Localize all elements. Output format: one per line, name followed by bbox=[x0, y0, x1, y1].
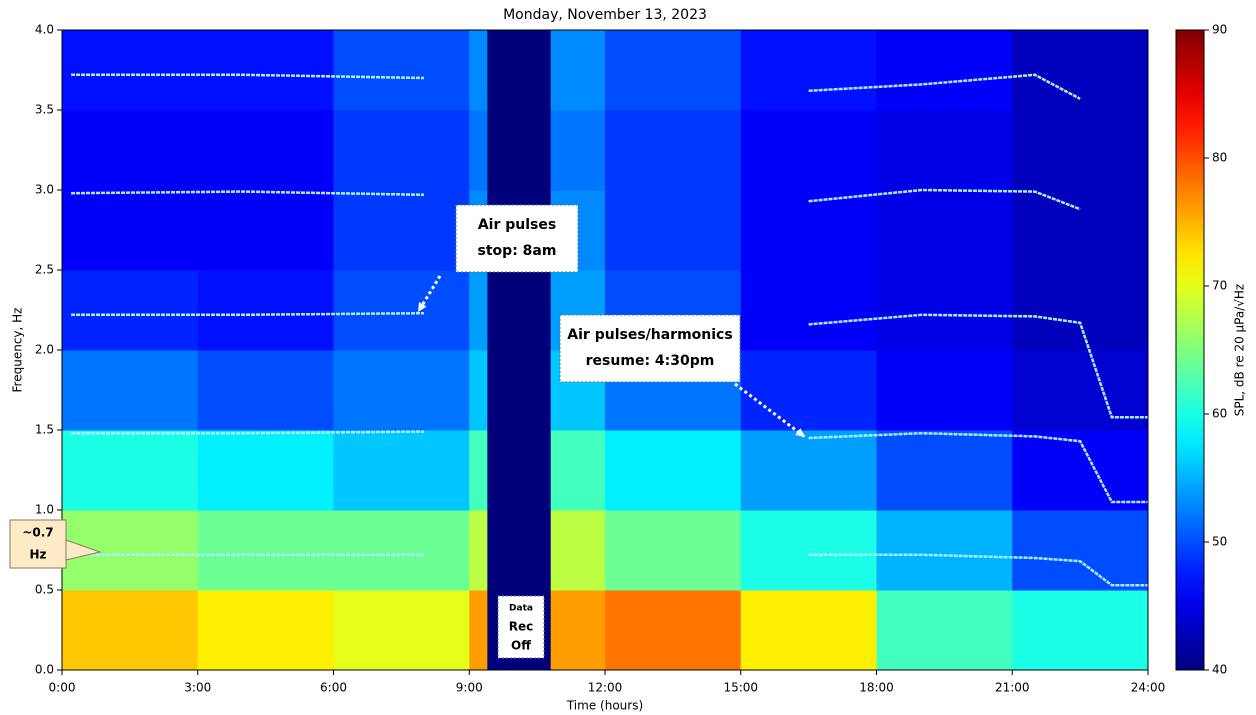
annotation-text: Rec bbox=[509, 620, 534, 634]
heat-cell bbox=[877, 30, 1013, 111]
colorbar-tick-label: 70 bbox=[1212, 279, 1227, 293]
heat-cell bbox=[334, 590, 470, 671]
heat-cell bbox=[1012, 190, 1148, 271]
heat-cell bbox=[334, 510, 470, 591]
heat-cell bbox=[198, 30, 334, 111]
heat-cell bbox=[877, 110, 1013, 191]
y-tick-label: 2.5 bbox=[35, 263, 54, 277]
x-tick-label: 0:00 bbox=[49, 681, 76, 695]
x-tick-label: 21:00 bbox=[995, 681, 1030, 695]
colorbar-tick-label: 80 bbox=[1212, 151, 1227, 165]
heat-cell bbox=[334, 190, 470, 271]
annotation-text: Air pulses/harmonics bbox=[567, 327, 732, 343]
y-tick-label: 4.0 bbox=[35, 23, 54, 37]
heat-cell bbox=[198, 270, 334, 351]
heat-cell bbox=[741, 30, 877, 111]
heat-cell bbox=[741, 430, 877, 511]
annotation-text: resume: 4:30pm bbox=[586, 353, 715, 369]
colorbar-tick-label: 40 bbox=[1212, 663, 1227, 677]
heat-cell bbox=[605, 110, 741, 191]
y-tick-label: 3.5 bbox=[35, 103, 54, 117]
x-tick-label: 12:00 bbox=[588, 681, 623, 695]
heat-cell bbox=[877, 510, 1013, 591]
heat-cell bbox=[741, 110, 877, 191]
heat-cell bbox=[198, 350, 334, 431]
chart-title: Monday, November 13, 2023 bbox=[503, 7, 707, 23]
y-tick-label: 0.5 bbox=[35, 583, 54, 597]
heat-cell bbox=[198, 110, 334, 191]
colorbar-tick-label: 60 bbox=[1212, 407, 1227, 421]
y-axis-label: Frequency, Hz bbox=[11, 308, 25, 393]
annotation-text: Data bbox=[509, 604, 533, 614]
colorbar-label: SPL, dB re 20 µPa/√Hz bbox=[1233, 284, 1247, 416]
heat-cell bbox=[62, 110, 198, 191]
heat-cell bbox=[741, 590, 877, 671]
heat-cell bbox=[741, 270, 877, 351]
x-tick-label: 18:00 bbox=[859, 681, 894, 695]
annotation-text: ~0.7 bbox=[22, 526, 53, 540]
heat-cell bbox=[1012, 270, 1148, 351]
y-tick-label: 1.5 bbox=[35, 423, 54, 437]
heat-cell bbox=[877, 590, 1013, 671]
heat-cell bbox=[605, 30, 741, 111]
heat-cell bbox=[605, 590, 741, 671]
annotation-text: stop: 8am bbox=[478, 243, 557, 259]
y-tick-label: 2.0 bbox=[35, 343, 54, 357]
heat-cell bbox=[605, 430, 741, 511]
heat-cell bbox=[198, 430, 334, 511]
heat-cell bbox=[741, 510, 877, 591]
heat-cell bbox=[62, 270, 198, 351]
y-tick-label: 1.0 bbox=[35, 503, 54, 517]
colorbar bbox=[1176, 30, 1204, 670]
heat-cell bbox=[1012, 30, 1148, 111]
heat-cell bbox=[198, 590, 334, 671]
heat-cell bbox=[198, 190, 334, 271]
heat-cell bbox=[1012, 510, 1148, 591]
heat-cell bbox=[62, 30, 198, 111]
x-tick-label: 24:00 bbox=[1131, 681, 1166, 695]
y-tick-label: 3.0 bbox=[35, 183, 54, 197]
heat-cell bbox=[334, 430, 470, 511]
x-tick-label: 15:00 bbox=[723, 681, 758, 695]
heat-cell bbox=[1012, 110, 1148, 191]
no-data-band bbox=[487, 30, 550, 670]
heat-cell bbox=[62, 350, 198, 431]
heat-cell bbox=[877, 270, 1013, 351]
heat-cell bbox=[741, 350, 877, 431]
colorbar-tick-label: 90 bbox=[1212, 23, 1227, 37]
heat-cell bbox=[62, 590, 198, 671]
heat-cell bbox=[198, 510, 334, 591]
heat-cell bbox=[877, 430, 1013, 511]
colorbar-tick-label: 50 bbox=[1212, 535, 1227, 549]
heat-cell bbox=[62, 190, 198, 271]
x-tick-label: 6:00 bbox=[320, 681, 347, 695]
heat-cell bbox=[605, 190, 741, 271]
annotation-text: Hz bbox=[29, 548, 46, 562]
annotation-box bbox=[560, 315, 740, 382]
annotation-text: Air pulses bbox=[478, 217, 556, 233]
heat-cell bbox=[334, 30, 470, 111]
chart: Monday, November 13, 2023 Time (hours) F… bbox=[0, 0, 1256, 715]
heat-cell bbox=[334, 270, 470, 351]
heat-cell bbox=[877, 350, 1013, 431]
annotation-text: Off bbox=[511, 639, 531, 653]
heat-cell bbox=[1012, 590, 1148, 671]
annotation-box bbox=[456, 205, 578, 272]
x-tick-label: 3:00 bbox=[184, 681, 211, 695]
heat-cell bbox=[334, 110, 470, 191]
heat-cell bbox=[334, 350, 470, 431]
x-axis-label: Time (hours) bbox=[566, 699, 643, 713]
heat-cell bbox=[877, 190, 1013, 271]
y-tick-label: 0.0 bbox=[35, 663, 54, 677]
heat-cell bbox=[62, 430, 198, 511]
heat-cell bbox=[605, 510, 741, 591]
x-tick-label: 9:00 bbox=[456, 681, 483, 695]
